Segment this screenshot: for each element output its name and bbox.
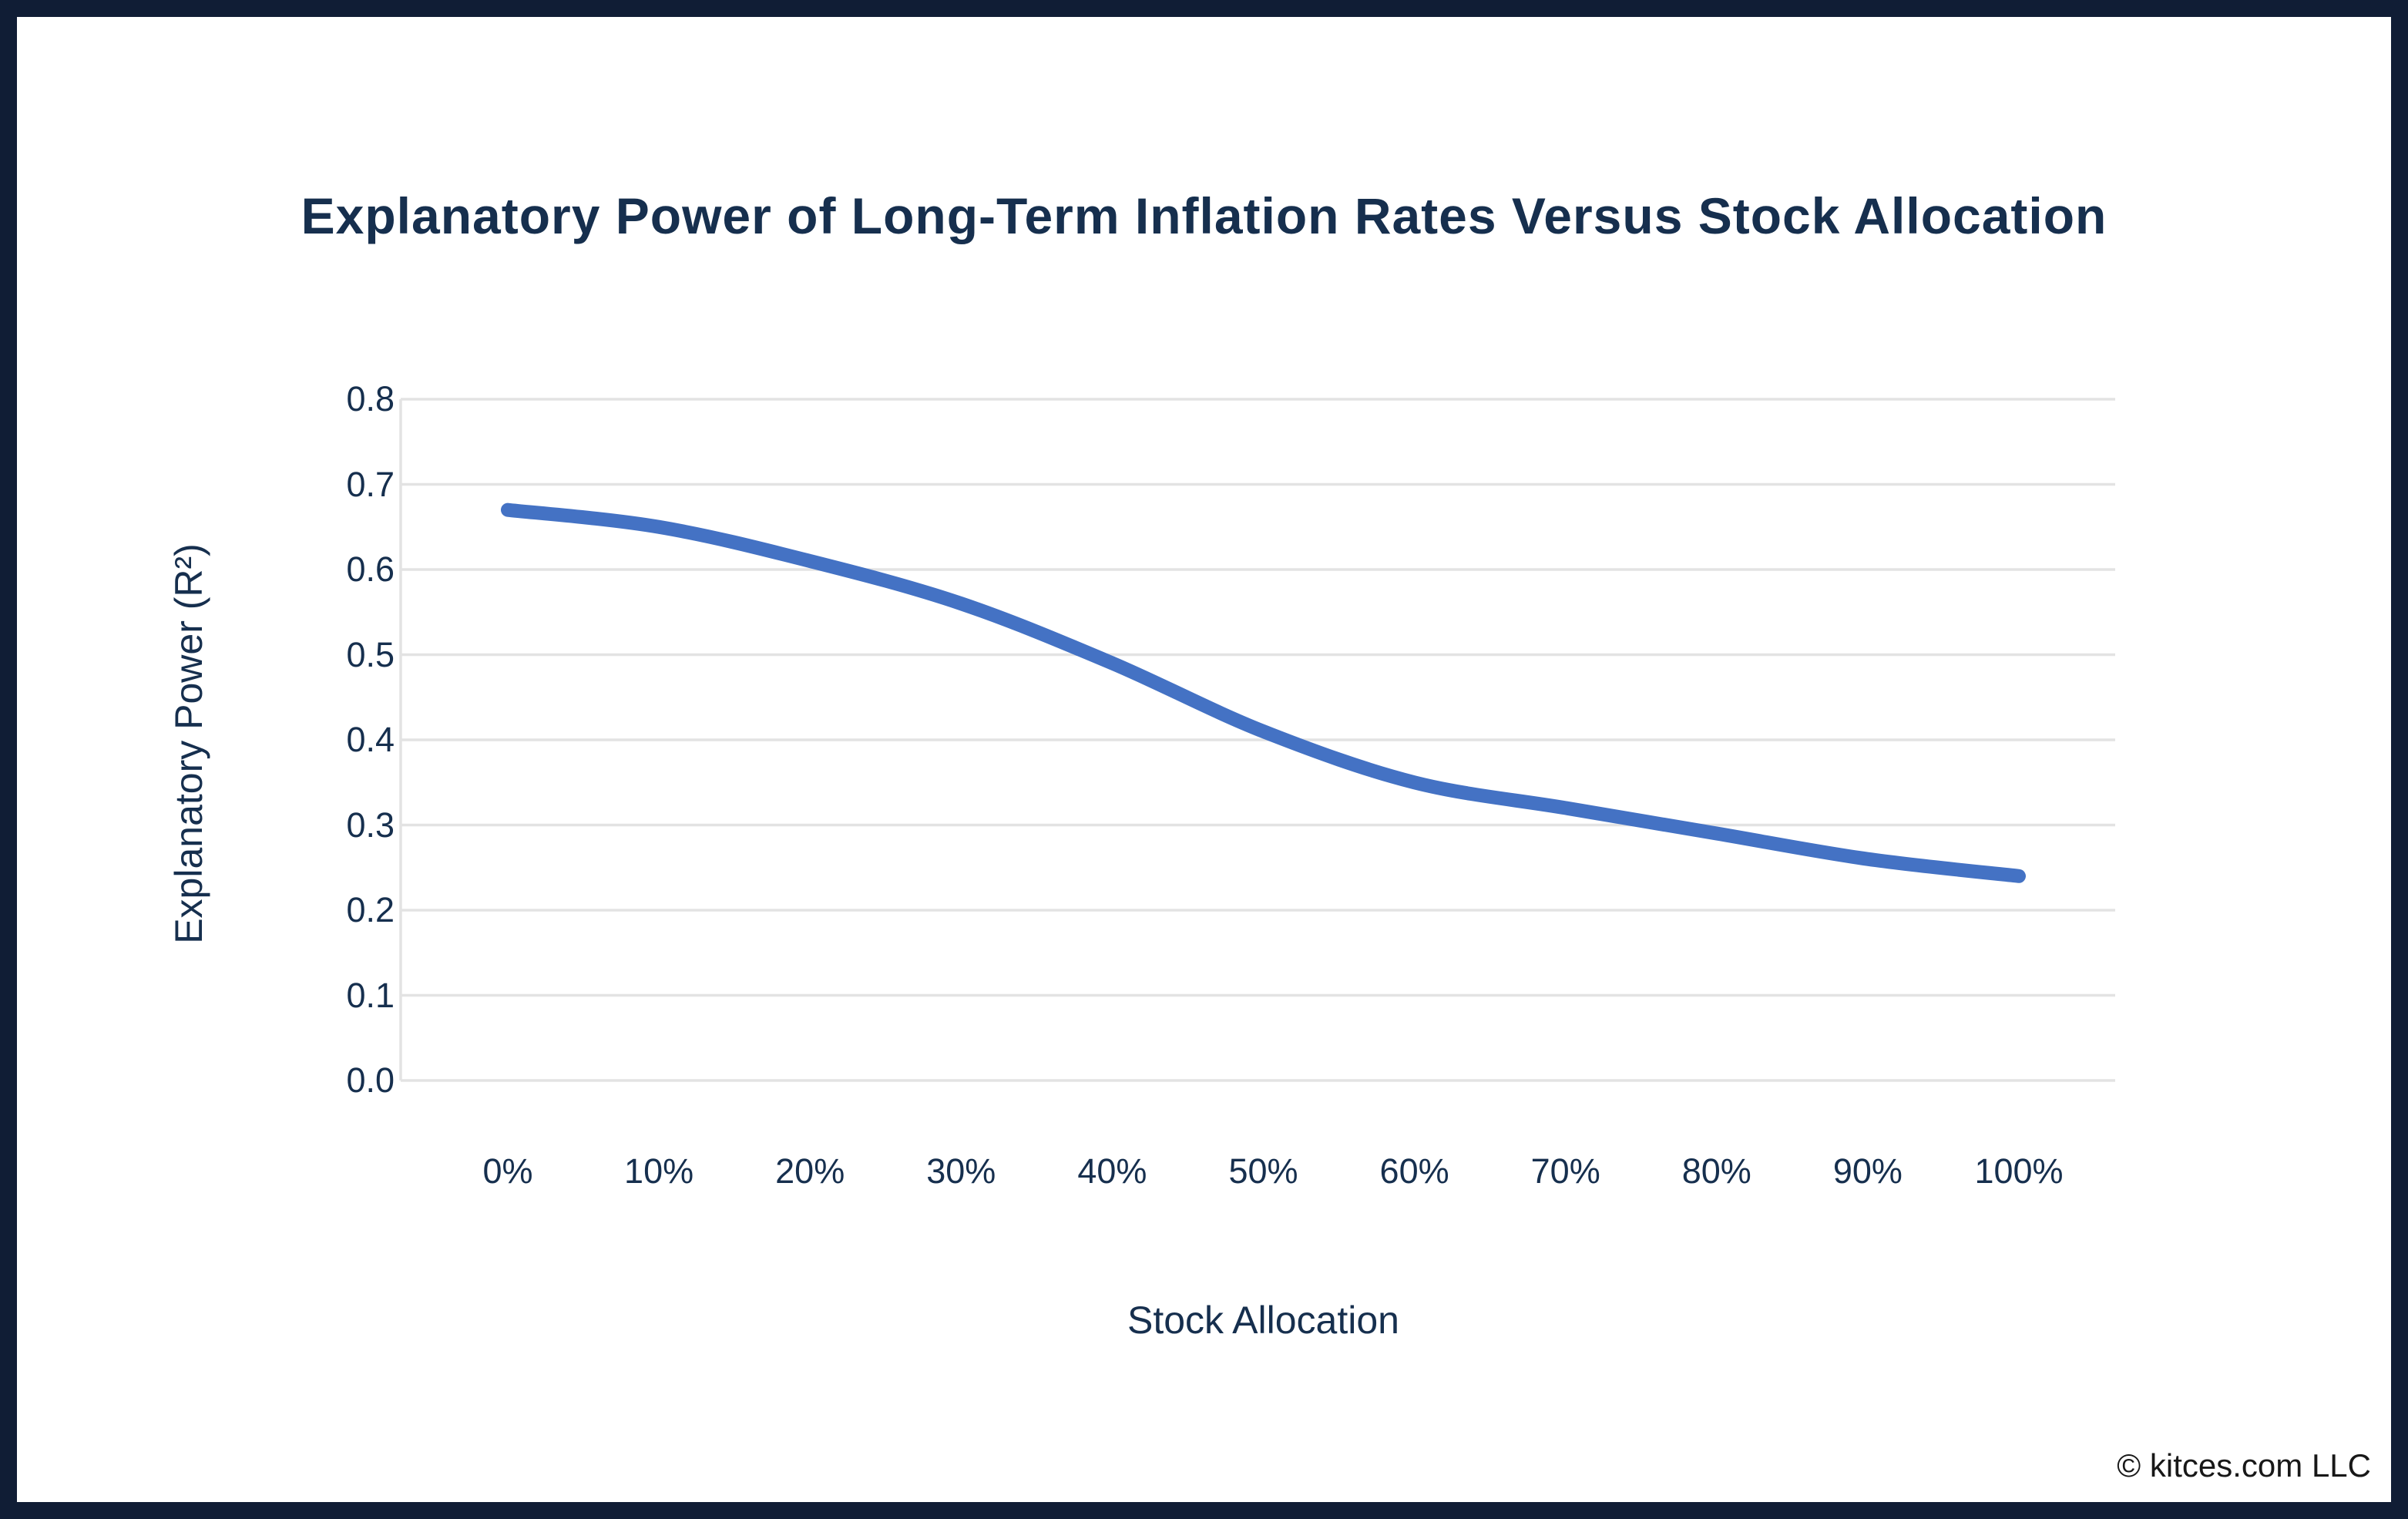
y-tick-label: 0.7 bbox=[346, 464, 395, 504]
x-axis-title: Stock Allocation bbox=[1127, 1299, 1399, 1342]
y-tick-label: 0.4 bbox=[346, 720, 395, 759]
x-tick-label: 100% bbox=[1974, 1151, 2064, 1191]
x-tick-label: 0% bbox=[482, 1151, 533, 1191]
y-tick-label: 0.5 bbox=[346, 634, 395, 674]
data-line-series bbox=[501, 502, 2026, 883]
x-tick-label: 80% bbox=[1681, 1151, 1751, 1191]
x-tick-label: 60% bbox=[1379, 1151, 1449, 1191]
y-tick-label: 0.1 bbox=[346, 975, 395, 1015]
y-tick-label: 0.6 bbox=[346, 549, 395, 589]
x-tick-label: 10% bbox=[624, 1151, 694, 1191]
y-axis-title: Explanatory Power (R²) bbox=[167, 543, 210, 944]
chart-title: Explanatory Power of Long-Term Inflation… bbox=[301, 187, 2107, 244]
x-tick-label: 30% bbox=[926, 1151, 996, 1191]
y-tick-label: 0.2 bbox=[346, 890, 395, 929]
y-tick-label: 0.3 bbox=[346, 805, 395, 845]
y-tick-label: 0.8 bbox=[346, 379, 395, 418]
x-tick-label: 90% bbox=[1832, 1151, 1903, 1191]
y-tick-label: 0.0 bbox=[346, 1060, 395, 1100]
x-tick-label: 40% bbox=[1077, 1151, 1147, 1191]
x-tick-label: 70% bbox=[1530, 1151, 1600, 1191]
copyright-text: © kitces.com LLC bbox=[2117, 1447, 2371, 1484]
x-tick-label: 20% bbox=[775, 1151, 845, 1191]
x-tick-label: 50% bbox=[1228, 1151, 1298, 1191]
